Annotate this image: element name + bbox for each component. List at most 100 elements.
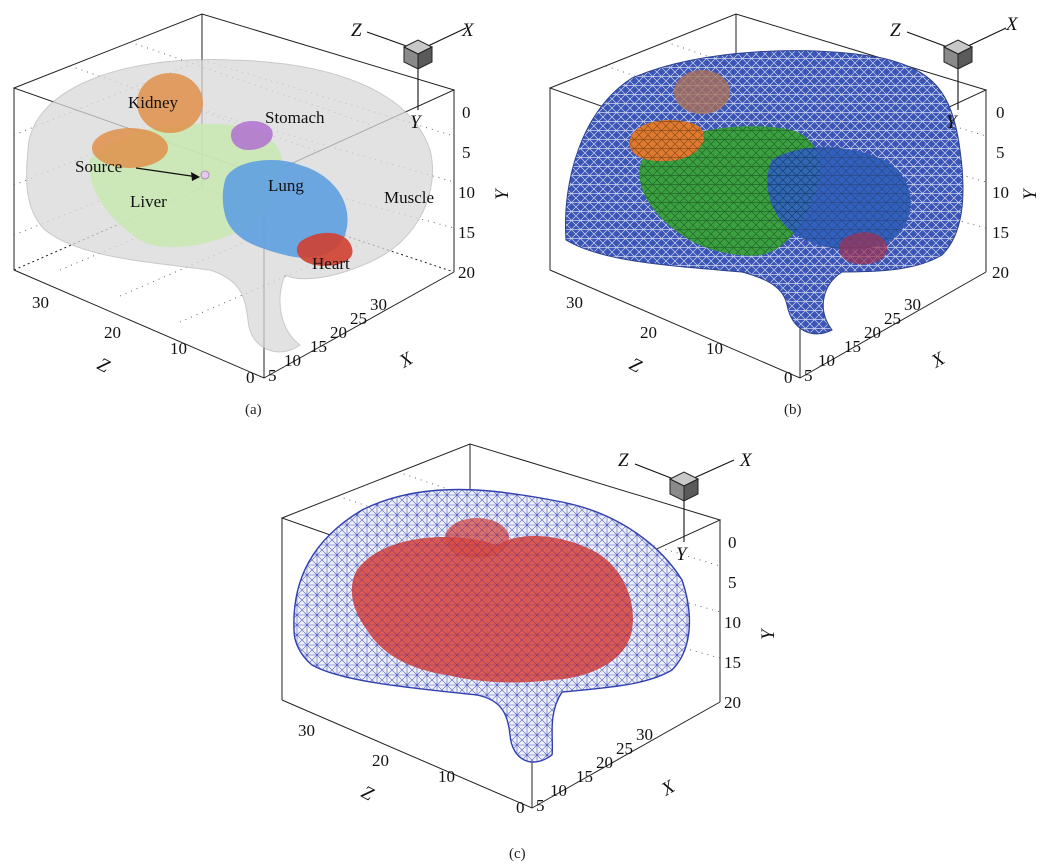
panel-a-plot: Kidney Stomach Source Lung Liver Muscle … [12, 13, 513, 418]
heart-label: Heart [312, 254, 350, 273]
panel-b-x-ticks: 5 10 15 20 25 30 [804, 295, 921, 385]
y-tick: 10 [992, 183, 1009, 202]
panel-c-wire-body [293, 488, 691, 763]
triad-z-label: Z [890, 20, 901, 41]
panel-b-caption: (b) [784, 402, 802, 418]
triad-y-label: Y [676, 544, 689, 565]
panel-c-x-ticks: 5 10 15 20 25 30 [536, 725, 653, 815]
triad-y-label: Y [946, 112, 959, 133]
panel-b: Z X Y 0 5 10 15 20 Y 30 20 10 0 Z 5 10 1… [522, 0, 1044, 430]
panel-c-plot: Z X Y 0 5 10 15 20 Y 30 20 10 0 Z 5 10 1… [280, 443, 779, 862]
kidney-label: Kidney [128, 93, 179, 112]
x-tick: 25 [884, 309, 901, 328]
x-tick: 10 [550, 781, 567, 800]
triad-y-label: Y [410, 112, 423, 133]
muscle-label: Muscle [384, 188, 434, 207]
y-tick: 15 [992, 223, 1009, 242]
y-tick: 0 [462, 103, 471, 122]
z-tick: 20 [372, 751, 389, 770]
kidney-lower [92, 128, 168, 168]
z-tick: 10 [438, 767, 455, 786]
z-tick: 30 [298, 721, 315, 740]
x-tick: 15 [576, 767, 593, 786]
panel-a-z-ticks: 30 20 10 0 [32, 293, 255, 387]
z-tick: 30 [32, 293, 49, 312]
stomach-label: Stomach [265, 108, 325, 127]
panel-c-y-axis-title: Y [758, 627, 779, 640]
y-tick: 10 [458, 183, 475, 202]
heart-region [296, 232, 353, 266]
x-tick: 5 [804, 366, 813, 385]
panel-b-z-ticks: 30 20 10 0 [566, 293, 793, 387]
panel-c-caption: (c) [509, 846, 526, 862]
kidney-upper [137, 73, 203, 133]
x-tick: 15 [310, 337, 327, 356]
x-tick: 5 [536, 796, 545, 815]
z-tick: 10 [706, 339, 723, 358]
x-tick: 20 [864, 323, 881, 342]
panel-c-z-ticks: 30 20 10 0 [298, 721, 525, 817]
panel-b-y-ticks: 0 5 10 15 20 [992, 103, 1009, 282]
triad-x-label: X [1005, 14, 1019, 35]
triad-x-label: X [461, 20, 475, 41]
x-tick: 30 [904, 295, 921, 314]
panel-a-caption: (a) [245, 402, 262, 418]
heart-mesh [838, 232, 888, 265]
y-tick: 10 [724, 613, 741, 632]
panel-c-orientation-triad: Z X Y [618, 450, 753, 565]
z-tick: 20 [104, 323, 121, 342]
y-tick: 5 [462, 143, 471, 162]
triad-x-label: X [739, 450, 753, 471]
panel-a-x-ticks: 5 10 15 20 25 30 [268, 295, 387, 385]
panel-b-plot: Z X Y 0 5 10 15 20 Y 30 20 10 0 Z 5 10 1… [548, 13, 1041, 418]
x-tick: 30 [370, 295, 387, 314]
x-tick: 20 [596, 753, 613, 772]
y-tick: 20 [724, 693, 741, 712]
source-arrow [135, 167, 199, 178]
organs-volume [351, 535, 633, 683]
panel-a-body [26, 59, 433, 353]
z-tick: 30 [566, 293, 583, 312]
x-tick: 5 [268, 366, 277, 385]
z-tick: 0 [246, 368, 255, 387]
panel-a-x-axis-title: X [395, 348, 418, 373]
z-tick: 20 [640, 323, 657, 342]
y-tick: 20 [458, 263, 475, 282]
panel-a-orientation-triad: Z X Y [351, 20, 475, 133]
kidney-mesh [629, 120, 705, 162]
panel-b-y-axis-title: Y [1020, 187, 1041, 200]
z-tick: 0 [516, 798, 525, 817]
triad-z-label: Z [351, 20, 362, 41]
panel-c-x-axis-title: X [657, 776, 680, 801]
panel-b-z-axis-title: Z [626, 354, 646, 378]
panel-a-z-axis-title: Z [94, 354, 114, 378]
panel-c-z-axis-title: Z [358, 782, 378, 806]
x-tick: 30 [636, 725, 653, 744]
z-tick: 0 [784, 368, 793, 387]
lung-label: Lung [268, 176, 304, 195]
source-marker [200, 170, 210, 180]
panel-b-orientation-triad: Z X Y [890, 14, 1019, 133]
x-tick: 25 [616, 739, 633, 758]
y-tick: 0 [728, 533, 737, 552]
liver-label: Liver [130, 192, 167, 211]
panel-c: Z X Y 0 5 10 15 20 Y 30 20 10 0 Z 5 10 1… [262, 430, 784, 866]
kidney-upper-mesh [674, 70, 730, 114]
y-tick: 0 [996, 103, 1005, 122]
panel-a: Kidney Stomach Source Lung Liver Muscle … [0, 0, 522, 430]
y-tick: 15 [458, 223, 475, 242]
panel-a-y-ticks: 0 5 10 15 20 [458, 103, 475, 282]
source-label: Source [75, 157, 122, 176]
kidney-upper-volume [445, 518, 509, 558]
x-tick: 20 [330, 323, 347, 342]
lung-region [222, 160, 348, 258]
source-arrowhead [191, 172, 200, 181]
y-tick: 5 [996, 143, 1005, 162]
triad-z-label: Z [618, 450, 629, 471]
stomach-region [230, 121, 273, 150]
lung-mesh [767, 147, 911, 250]
x-tick: 25 [350, 309, 367, 328]
panel-a-y-axis-title: Y [492, 187, 513, 200]
z-tick: 10 [170, 339, 187, 358]
x-tick: 15 [844, 337, 861, 356]
